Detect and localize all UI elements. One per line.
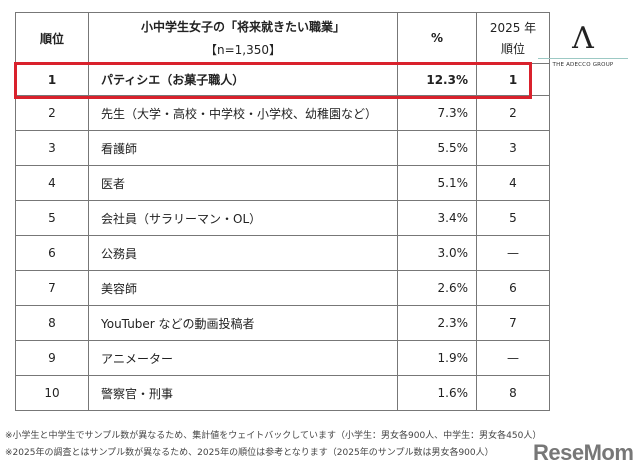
cell-rank: 3	[15, 130, 89, 166]
cell-rank: 2	[15, 95, 89, 131]
cell-job: 美容師	[88, 270, 398, 306]
header-sample-size: 【n=1,350】	[204, 43, 281, 57]
cell-prev: 2	[476, 95, 550, 131]
cell-pct: 5.5%	[397, 130, 477, 166]
footnote-2: ※2025年の調査とはサンプル数が異なるため、2025年の順位は参考となります（…	[5, 448, 494, 458]
cell-rank: 4	[15, 165, 89, 201]
table-row: 9 アニメーター 1.9% —	[15, 340, 550, 376]
cell-prev: 6	[476, 270, 550, 306]
logo-divider	[538, 58, 628, 59]
cell-prev: 7	[476, 305, 550, 341]
cell-prev: 8	[476, 375, 550, 411]
table-row: 2 先生（大学・高校・中学校・小学校、幼稚園など） 7.3% 2	[15, 95, 550, 131]
cell-job: 公務員	[88, 235, 398, 271]
logo-mark: Λ	[572, 21, 594, 56]
cell-job: パティシエ（お菓子職人）	[88, 63, 398, 96]
table-row: 4 医者 5.1% 4	[15, 165, 550, 201]
table-row: 10 警察官・刑事 1.6% 8	[15, 375, 550, 411]
header-prev-rank: 2025 年順位	[476, 12, 550, 64]
cell-job: アニメーター	[88, 340, 398, 376]
logo-text: THE ADECCO GROUP	[552, 62, 614, 68]
cell-rank: 10	[15, 375, 89, 411]
cell-rank: 1	[15, 63, 89, 96]
table-row: 8 YouTuber などの動画投稿者 2.3% 7	[15, 305, 550, 341]
header-title: 小中学生女子の「将来就きたい職業」 【n=1,350】	[88, 12, 398, 64]
table-row: 1 パティシエ（お菓子職人） 12.3% 1	[15, 63, 550, 96]
cell-pct: 5.1%	[397, 165, 477, 201]
header-percent: %	[397, 12, 477, 64]
footnote-1: ※小学生と中学生でサンプル数が異なるため、集計値をウェイトバックしています（小学…	[5, 431, 542, 441]
table-row: 3 看護師 5.5% 3	[15, 130, 550, 166]
ranking-table: 順位 小中学生女子の「将来就きたい職業」 【n=1,350】 % 2025 年順位…	[15, 12, 550, 411]
header-prev-line1: 2025 年	[489, 21, 537, 35]
resemom-watermark: ReseMom	[533, 440, 634, 465]
cell-job: 医者	[88, 165, 398, 201]
header-rank: 順位	[15, 12, 89, 64]
cell-prev: —	[476, 235, 550, 271]
cell-rank: 9	[15, 340, 89, 376]
cell-pct: 3.0%	[397, 235, 477, 271]
cell-pct: 7.3%	[397, 95, 477, 131]
adecco-logo: Λ THE ADECCO GROUP	[538, 24, 628, 68]
table-row: 5 会社員（サラリーマン・OL） 3.4% 5	[15, 200, 550, 236]
cell-rank: 6	[15, 235, 89, 271]
cell-rank: 7	[15, 270, 89, 306]
cell-prev: 5	[476, 200, 550, 236]
cell-prev: —	[476, 340, 550, 376]
header-prev-line2: 順位	[500, 42, 525, 56]
header-title-line1: 小中学生女子の「将来就きたい職業」	[140, 20, 345, 34]
cell-pct: 2.6%	[397, 270, 477, 306]
cell-pct: 2.3%	[397, 305, 477, 341]
cell-job: YouTuber などの動画投稿者	[88, 305, 398, 341]
cell-job: 看護師	[88, 130, 398, 166]
cell-pct: 1.9%	[397, 340, 477, 376]
cell-prev: 1	[476, 63, 550, 96]
cell-prev: 3	[476, 130, 550, 166]
cell-job: 警察官・刑事	[88, 375, 398, 411]
cell-prev: 4	[476, 165, 550, 201]
header-row: 順位 小中学生女子の「将来就きたい職業」 【n=1,350】 % 2025 年順位	[15, 12, 550, 64]
table-row: 7 美容師 2.6% 6	[15, 270, 550, 306]
cell-pct: 12.3%	[397, 63, 477, 96]
cell-rank: 5	[15, 200, 89, 236]
cell-rank: 8	[15, 305, 89, 341]
cell-pct: 3.4%	[397, 200, 477, 236]
cell-job: 先生（大学・高校・中学校・小学校、幼稚園など）	[88, 95, 398, 131]
cell-job: 会社員（サラリーマン・OL）	[88, 200, 398, 236]
table-row: 6 公務員 3.0% —	[15, 235, 550, 271]
footnotes: ※小学生と中学生でサンプル数が異なるため、集計値をウェイトバックしています（小学…	[5, 428, 541, 462]
cell-pct: 1.6%	[397, 375, 477, 411]
